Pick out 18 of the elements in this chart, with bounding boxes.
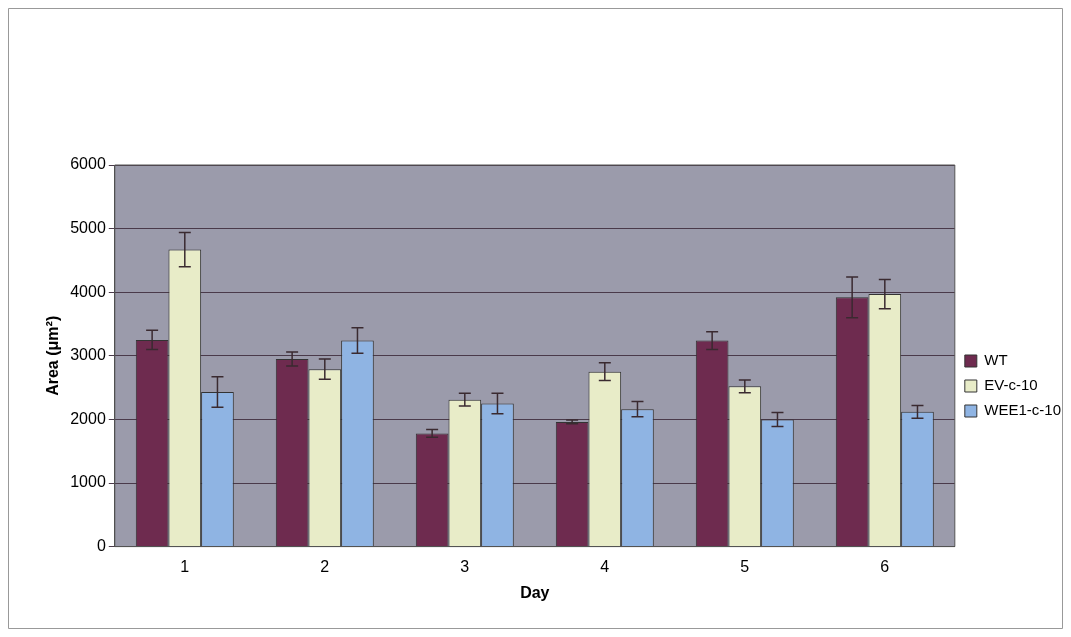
x-tick-label: 1 [180, 557, 190, 575]
y-tick-label: 2000 [70, 409, 106, 427]
y-tick-label: 5000 [70, 219, 106, 237]
x-tick-label: 2 [320, 557, 330, 575]
y-tick-label: 4000 [70, 282, 106, 300]
y-tick-label: 0 [96, 537, 106, 555]
y-tick-label: 6000 [70, 155, 106, 173]
legend-label: WEE1-c-10 [984, 401, 1061, 419]
x-tick-label: 5 [740, 557, 750, 575]
y-tick-label: 1000 [70, 473, 106, 491]
x-axis-title: Day [520, 583, 550, 601]
y-tick-label: 3000 [70, 346, 106, 364]
y-axis-title: Area (μm²) [44, 315, 62, 396]
x-tick-label: 4 [600, 557, 610, 575]
x-tick-label: 3 [460, 557, 470, 575]
legend-label: EV-c-10 [984, 376, 1038, 394]
legend-label: WT [984, 351, 1008, 369]
x-tick-label: 6 [880, 557, 890, 575]
